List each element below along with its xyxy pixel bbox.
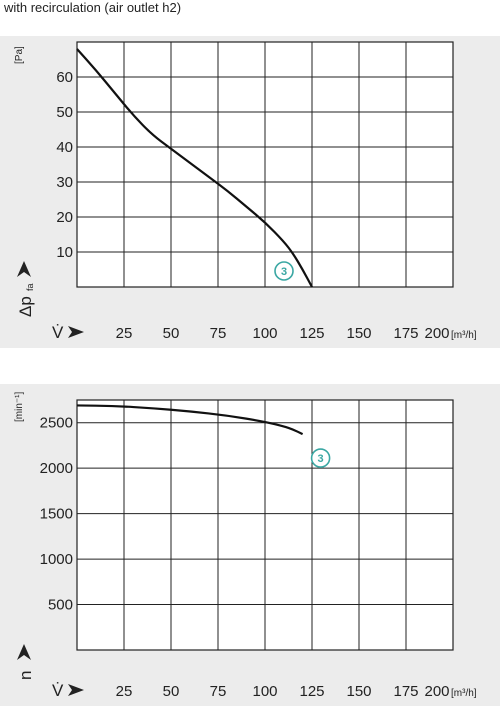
speed-chart-panel: 500 1000 1500 2000 2500 25 50 75 100 125 150 175 200… [0, 384, 500, 706]
y-tick-label: 1000 [40, 551, 73, 568]
series-marker-circle [310, 448, 331, 468]
series-line [76, 404, 304, 436]
x-tick-label: 25 [116, 325, 133, 342]
x-tick-label: 25 [116, 683, 133, 700]
series-marker-label: 3 [318, 453, 324, 465]
y-tick-label: 60 [56, 69, 73, 86]
x-tick-label: 175 [393, 325, 418, 342]
x-axis-symbol: V̇ [52, 681, 64, 700]
y-tick-label: 10 [56, 244, 73, 261]
speed-chart: 500 1000 1500 2000 2500 25 50 75 100 125 150 175 200… [14, 392, 477, 701]
x-tick-label: 100 [252, 683, 277, 700]
x-tick-label: 175 [393, 683, 418, 700]
y-tick-label: 2500 [40, 415, 73, 432]
x-tick-label: 100 [252, 325, 277, 342]
x-tick-label: 75 [210, 683, 227, 700]
x-axis-arrow [68, 684, 84, 696]
y-tick-label: 40 [56, 139, 73, 156]
y-axis-arrow [17, 261, 31, 277]
x-tick-label: 125 [299, 683, 324, 700]
x-tick-label: 150 [346, 325, 371, 342]
y-tick-label: 500 [48, 597, 73, 614]
y-axis-arrow [17, 644, 31, 660]
y-axis-symbol: Δp [16, 296, 35, 317]
x-tick-label: 50 [163, 683, 180, 700]
series-line [76, 48, 313, 288]
x-tick-label: 200 [424, 325, 449, 342]
series-marker-label: 3 [281, 266, 287, 278]
x-axis-symbol: V̇ [52, 323, 64, 342]
y-tick-label: 20 [56, 209, 73, 226]
series-marker-circle [274, 261, 294, 281]
x-axis-arrow [68, 326, 84, 338]
chart-caption: with recirculation (air outlet h2) [4, 0, 182, 15]
y-axis-subscript: fa [25, 283, 35, 291]
y-axis-unit: [min⁻¹] [14, 392, 25, 423]
x-tick-label: 75 [210, 325, 227, 342]
y-tick-label: 30 [56, 174, 73, 191]
pressure-chart: 10 20 30 40 50 60 25 50 75 100 125 150 175 200 [m³/h] V… [14, 41, 477, 342]
x-tick-label: 200 [424, 683, 449, 700]
x-tick-label: 50 [163, 325, 180, 342]
x-tick-label: 125 [299, 325, 324, 342]
y-tick-label: 1500 [40, 506, 73, 523]
y-axis-unit: [Pa] [14, 46, 25, 64]
y-axis-symbol: n [16, 671, 35, 680]
y-tick-label: 50 [56, 104, 73, 121]
x-axis-unit: [m³/h] [451, 330, 477, 341]
x-tick-label: 150 [346, 683, 371, 700]
y-tick-label: 2000 [40, 460, 73, 477]
pressure-chart-panel: 10 20 30 40 50 60 25 50 75 100 125 150 175 200 [m³/h] V… [0, 36, 500, 348]
x-axis-unit: [m³/h] [451, 688, 477, 699]
